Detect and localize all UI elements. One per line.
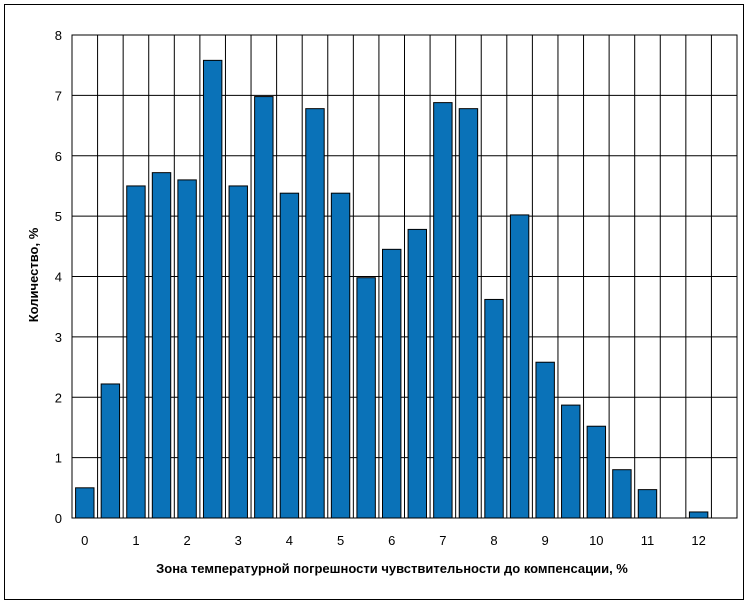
x-tick-label: 11 [641, 533, 655, 548]
y-tick-label: 6 [55, 149, 62, 164]
y-tick-label: 1 [55, 451, 62, 466]
bar [458, 108, 479, 519]
grid [71, 34, 738, 519]
bar [254, 96, 274, 519]
bar [75, 487, 95, 519]
bar [382, 248, 402, 519]
plot-border [71, 34, 738, 519]
x-tick-label: 3 [235, 533, 242, 548]
bar [356, 277, 376, 519]
bar [305, 108, 325, 519]
x-tick-label: 5 [337, 533, 344, 548]
x-tick-label: 10 [589, 533, 603, 548]
x-tick-label: 1 [132, 533, 139, 548]
x-tick-label: 9 [542, 533, 549, 548]
x-axis-title: Зона температурной погрешности чувствите… [156, 561, 628, 576]
y-tick-label: 2 [55, 390, 62, 405]
y-axis-title: Количество, % [26, 227, 41, 322]
x-tick-label: 0 [81, 533, 88, 548]
bar [561, 404, 581, 519]
bar [637, 489, 658, 519]
bar [177, 179, 197, 519]
bar [100, 383, 121, 519]
bar [612, 469, 632, 519]
bar [688, 511, 709, 519]
bar [330, 192, 351, 519]
y-tick-label: 8 [55, 28, 62, 43]
bar [151, 172, 172, 519]
y-tick-label: 5 [55, 209, 62, 224]
y-tick-label: 7 [55, 88, 62, 103]
y-tick-label: 4 [55, 270, 62, 285]
bar [126, 185, 146, 519]
y-tick-label: 0 [55, 511, 62, 526]
bar [509, 214, 530, 519]
bar [586, 425, 607, 519]
x-tick-label: 7 [439, 533, 446, 548]
bar [484, 298, 504, 519]
bar [407, 228, 427, 519]
x-tick-label: 12 [691, 533, 705, 548]
bar [228, 185, 248, 519]
y-tick-label: 3 [55, 330, 62, 345]
bar [279, 192, 300, 519]
bar [202, 59, 223, 519]
bar [433, 102, 453, 519]
bars [75, 59, 709, 519]
x-tick-label: 8 [490, 533, 497, 548]
x-tick-label: 4 [286, 533, 293, 548]
bar [535, 361, 555, 519]
x-tick-label: 6 [388, 533, 395, 548]
x-tick-label: 2 [183, 533, 190, 548]
